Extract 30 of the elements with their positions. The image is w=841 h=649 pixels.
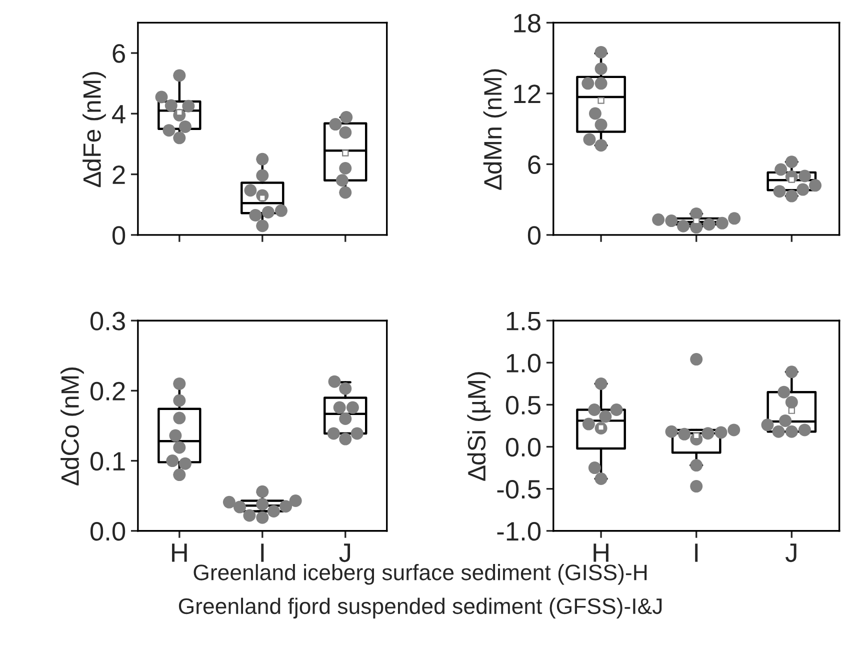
y-tick-label: 6	[112, 44, 125, 63]
y-tick-label: 0.0	[90, 522, 126, 541]
y-tick-label: 0.5	[506, 396, 540, 415]
x-tick-label: J	[785, 544, 796, 562]
y-tick-label: 0.3	[90, 312, 125, 330]
x-tick-label: H	[594, 544, 608, 562]
y-tick-label: 1.0	[506, 354, 541, 372]
y-tick-label: 0	[112, 226, 126, 245]
x-tick-label: I	[261, 544, 264, 562]
y-tick-label: 0.1	[90, 452, 125, 471]
x-tick-label: I	[695, 544, 698, 562]
y-axis-title: ∆dSi (µM)	[467, 372, 491, 481]
y-tick-label: 12	[514, 84, 540, 104]
text: Greenland fjord suspended sediment (GFSS)-I&J	[178, 598, 662, 618]
y-tick-label: -1.0	[497, 522, 541, 541]
y-tick-label: 1.5	[506, 312, 540, 330]
text: Greenland iceberg surface sediment (GISS)-H	[194, 564, 647, 585]
y-tick-label: 0	[528, 226, 541, 245]
y-axis-title: ∆dMn (nM)	[483, 69, 507, 190]
y-tick-label: 6	[528, 155, 540, 174]
y-tick-label: 18	[514, 14, 540, 33]
x-tick-label: J	[339, 544, 350, 562]
y-tick-label: 4	[112, 105, 126, 124]
y-tick-label: 0.2	[90, 382, 125, 401]
x-tick-label: H	[172, 544, 187, 562]
y-tick-label: -0.5	[497, 480, 540, 499]
y-axis-title: ∆dFe (nM)	[82, 72, 106, 188]
y-tick-label: 2	[112, 165, 125, 184]
y-tick-label: 0.0	[506, 438, 541, 457]
y-axis-title: ∆dCo (nM)	[60, 368, 84, 486]
